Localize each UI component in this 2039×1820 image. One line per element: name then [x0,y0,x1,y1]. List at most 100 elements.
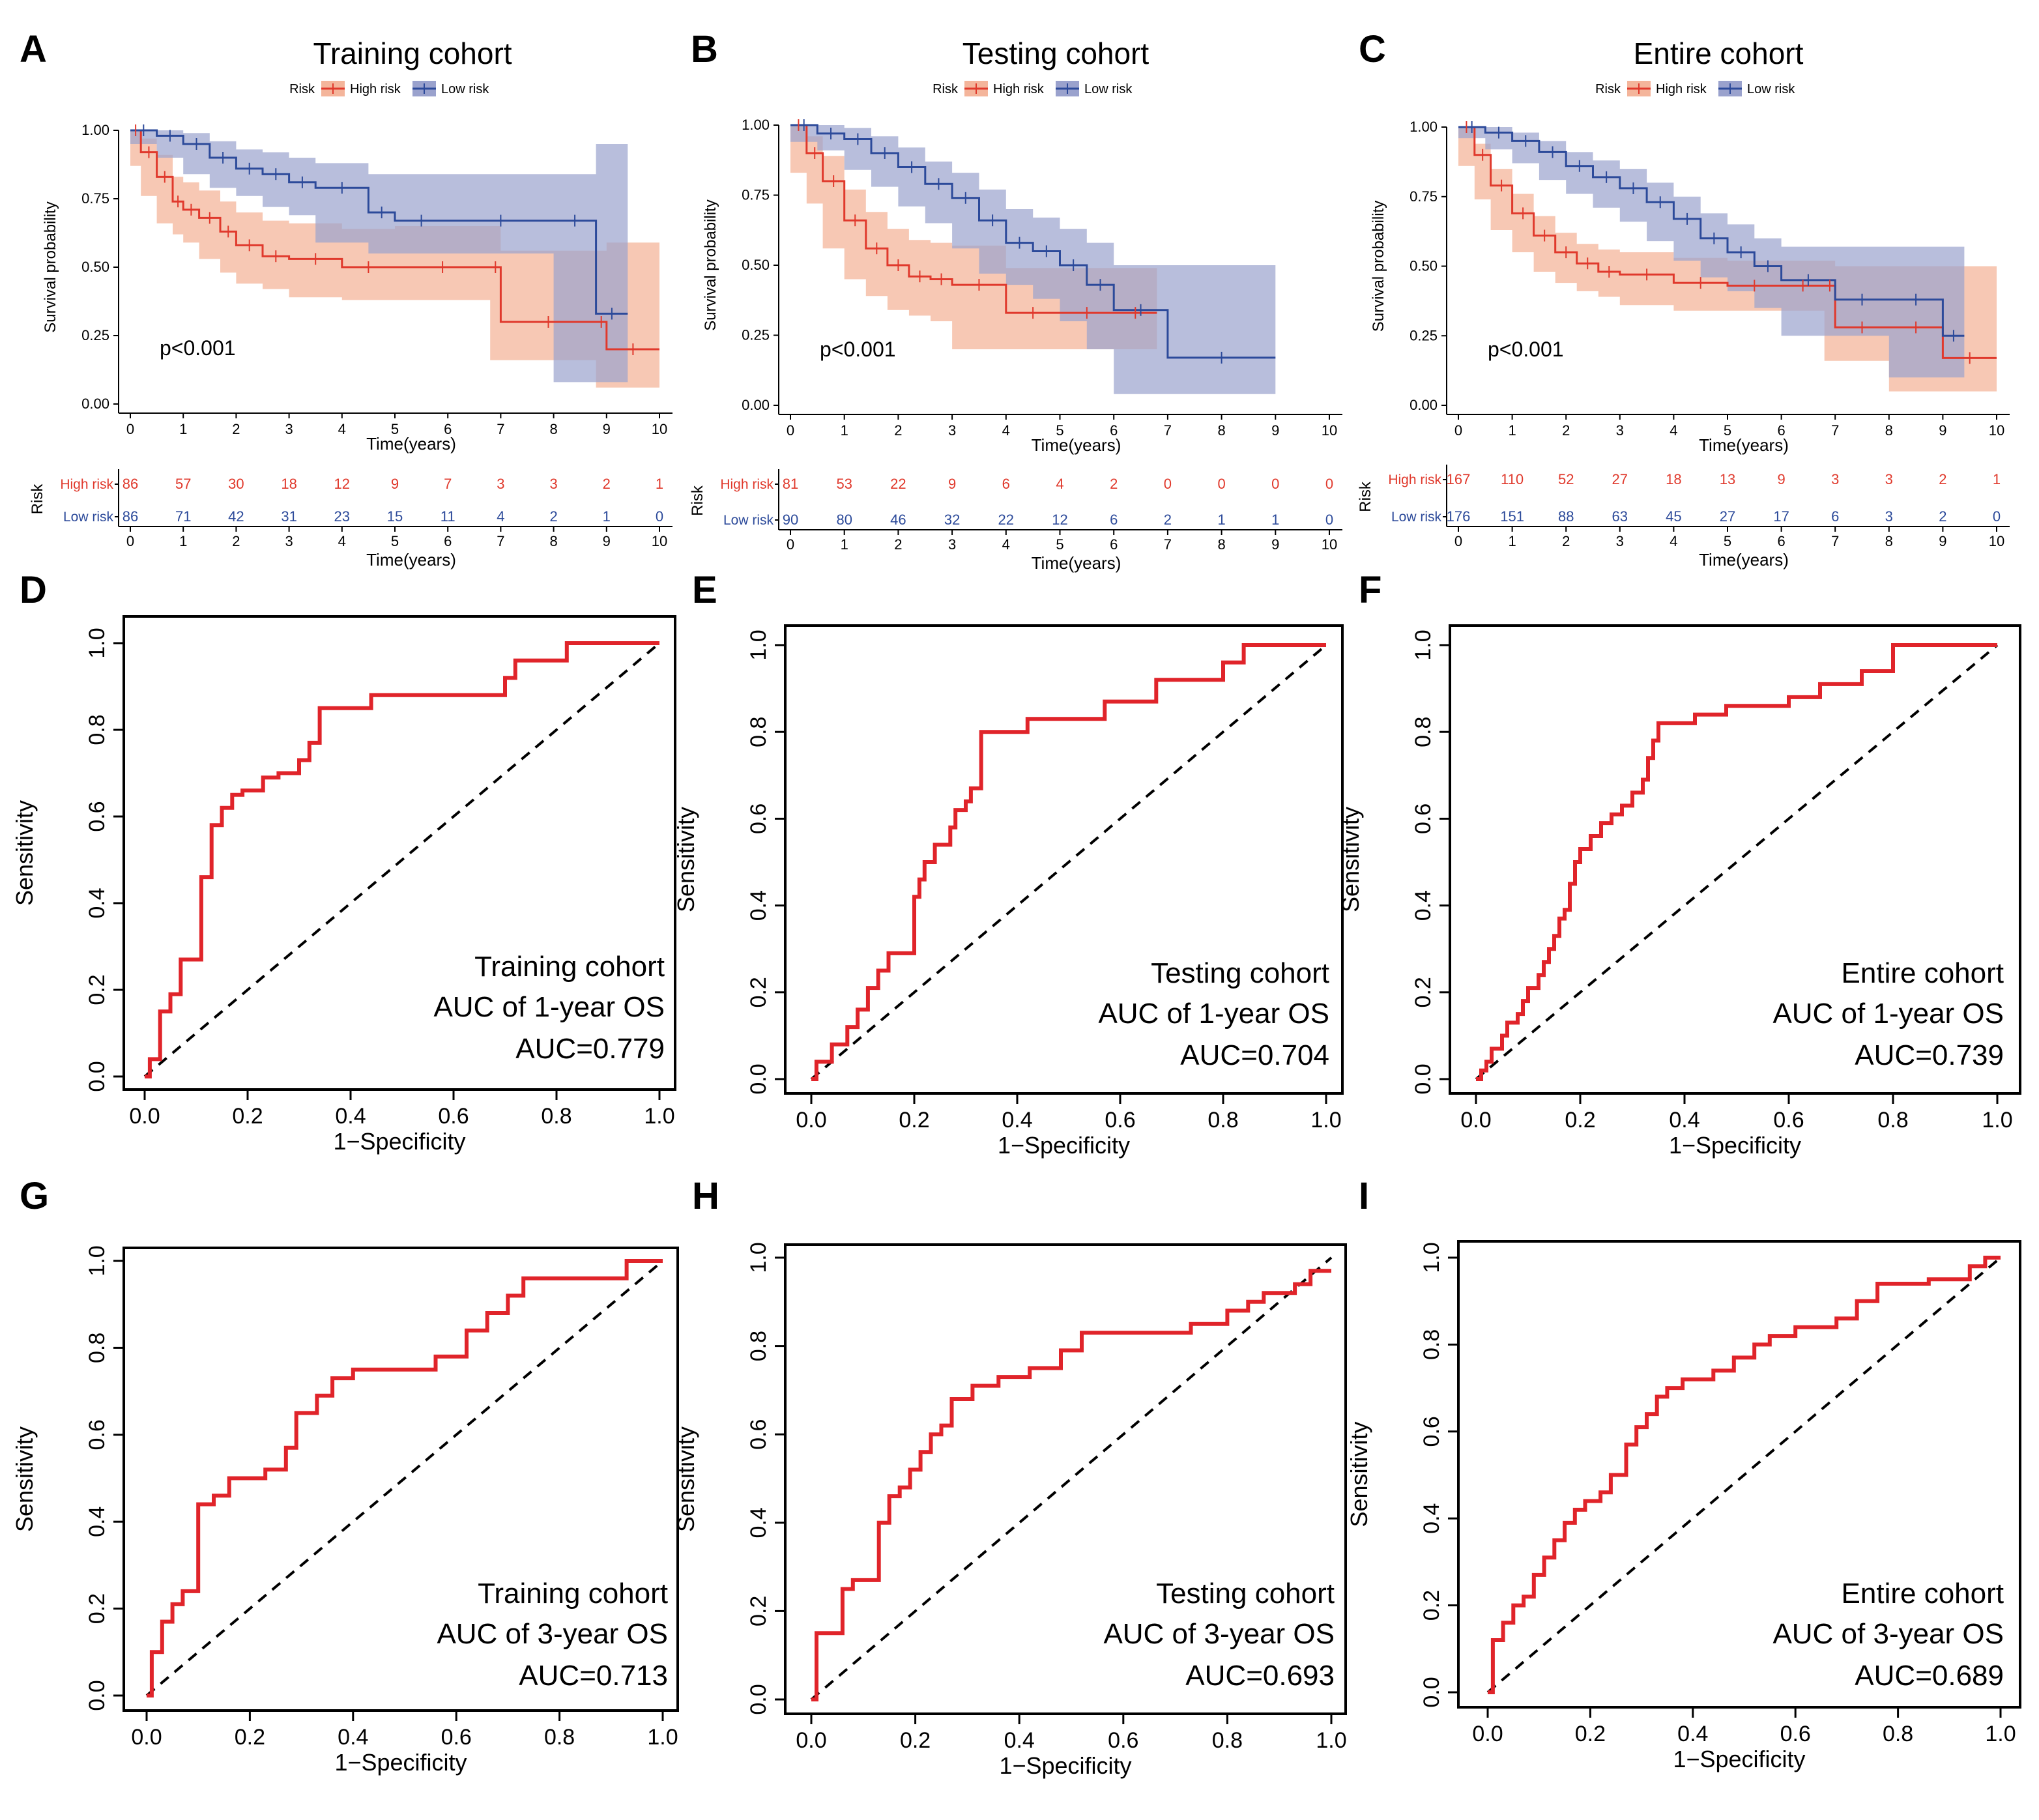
risk-row-label: Low risk [63,510,114,525]
y-tick-label: 0.75 [742,187,770,203]
risk-count: 1 [1217,512,1225,528]
legend-title: Risk [289,82,315,96]
risk-x-tick-label: 3 [1616,533,1624,549]
y-axis-label: Sensitivity [11,1426,38,1532]
risk-count: 110 [1501,471,1524,487]
x-tick-label: 0.2 [232,1104,263,1129]
x-tick-label: 0.0 [796,1728,826,1753]
x-tick-label: 5 [1724,422,1731,439]
y-axis-label: Sensitivity [672,1426,699,1532]
x-axis-label: Time(years) [1699,435,1789,455]
x-tick-label: 10 [1989,422,2004,439]
y-tick-label: 0.8 [85,714,109,745]
roc-panel-i: 0.0 0.0 0.2 0.2 0.4 0.4 0.6 0.6 0.8 0.8 1.0 1.0 1−Sp… [1346,1240,2021,1772]
y-tick-label: 0.00 [1410,397,1438,413]
x-axis-label: 1−Specificity [334,1749,467,1776]
x-tick-label: 6 [444,421,452,437]
y-tick-label: 1.0 [85,628,109,658]
risk-x-tick-label: 0 [1454,533,1462,549]
y-axis-label: Survival probability [1370,201,1387,332]
risk-count: 4 [497,508,504,525]
y-tick-label: 0.8 [746,717,771,747]
roc-auc-value: AUC=0.713 [519,1660,668,1692]
x-tick-label: 4 [1002,422,1010,439]
x-tick-label: 9 [603,421,611,437]
y-tick-label: 1.0 [85,1245,109,1276]
y-tick-label: 0.0 [1419,1677,1444,1707]
reference-diagonal [143,642,661,1078]
km-title: Entire cohort [1634,36,1804,70]
risk-count: 1 [1993,471,2001,487]
risk-count: 86 [123,476,138,492]
x-axis-label: 1−Specificity [1669,1132,1801,1159]
risk-count: 63 [1612,508,1628,525]
risk-x-tick-label: 4 [1002,536,1010,553]
risk-count: 27 [1612,471,1628,487]
y-tick-label: 0.0 [85,1680,109,1711]
risk-count: 42 [228,508,244,525]
risk-count: 7 [444,476,452,492]
y-tick-label: 0.4 [85,888,109,918]
roc-auc-subtitle: AUC of 1-year OS [1098,998,1329,1030]
y-axis-label: Sensitivity [1346,1421,1372,1527]
reference-diagonal [145,1260,664,1697]
legend-high-label: High risk [993,82,1045,96]
risk-count: 0 [656,508,663,525]
x-tick-label: 0.2 [1575,1722,1606,1746]
y-tick-label: 1.0 [1411,629,1436,660]
x-tick-label: 0.6 [1105,1108,1135,1133]
x-tick-label: 1 [841,422,848,439]
risk-row-label: High risk [60,477,113,492]
risk-table-title: Risk [29,484,46,515]
risk-x-tick-label: 9 [603,533,611,549]
risk-count: 6 [1110,512,1118,528]
risk-x-tick-label: 1 [179,533,187,549]
panel-letter-b: B [691,28,718,70]
y-tick-label: 0.25 [81,327,109,343]
y-tick-label: 0.25 [1410,327,1438,343]
panel-letter-c: C [1359,28,1386,70]
roc-curve [811,1269,1331,1701]
risk-x-axis-label: Time(years) [1699,550,1789,570]
risk-x-tick-label: 3 [285,533,293,549]
x-tick-label: 0.4 [335,1104,366,1129]
risk-count: 9 [1777,471,1785,487]
risk-count: 176 [1447,508,1471,525]
plot-frame [1449,624,2021,1095]
x-tick-label: 9 [1939,422,1946,439]
risk-count: 2 [1110,476,1118,492]
ci-band-low-risk [1458,127,1965,378]
y-tick-label: 0.25 [742,327,770,343]
y-tick-label: 0.0 [85,1061,109,1091]
x-tick-label: 1.0 [647,1725,678,1750]
y-axis-label: Sensitivity [672,807,699,912]
risk-x-axis-label: Time(years) [366,550,456,570]
x-tick-label: 0.8 [1883,1722,1913,1746]
roc-curve [811,643,1326,1081]
x-tick-label: 6 [1110,422,1118,439]
risk-count: 2 [1939,471,1946,487]
x-axis-label: 1−Specificity [1673,1746,1805,1772]
x-tick-label: 9 [1271,422,1279,439]
y-tick-label: 0.2 [85,1593,109,1624]
risk-count: 0 [1325,512,1333,528]
panel-letter-h: H [692,1175,719,1217]
y-axis-label: Sensitivity [1337,807,1364,912]
risk-row-label: Low risk [723,513,774,528]
y-axis-label: Sensitivity [11,800,38,906]
risk-x-tick-label: 7 [497,533,504,549]
risk-count: 0 [1164,476,1172,492]
risk-count: 81 [783,476,798,492]
y-tick-label: 0.8 [1419,1329,1444,1360]
y-tick-label: 0.2 [1411,977,1436,1007]
x-tick-label: 8 [549,421,557,437]
risk-x-tick-label: 6 [1110,536,1118,553]
y-tick-label: 0.4 [85,1507,109,1537]
x-tick-label: 10 [652,421,667,437]
ci-band-high-risk [130,130,659,388]
roc-auc-subtitle: AUC of 1-year OS [1772,998,2004,1030]
x-tick-label: 0.4 [1677,1722,1708,1746]
roc-panel-h: 0.0 0.0 0.2 0.2 0.4 0.4 0.6 0.6 0.8 0.8 1.0 1.0 1−Sp… [672,1242,1347,1779]
